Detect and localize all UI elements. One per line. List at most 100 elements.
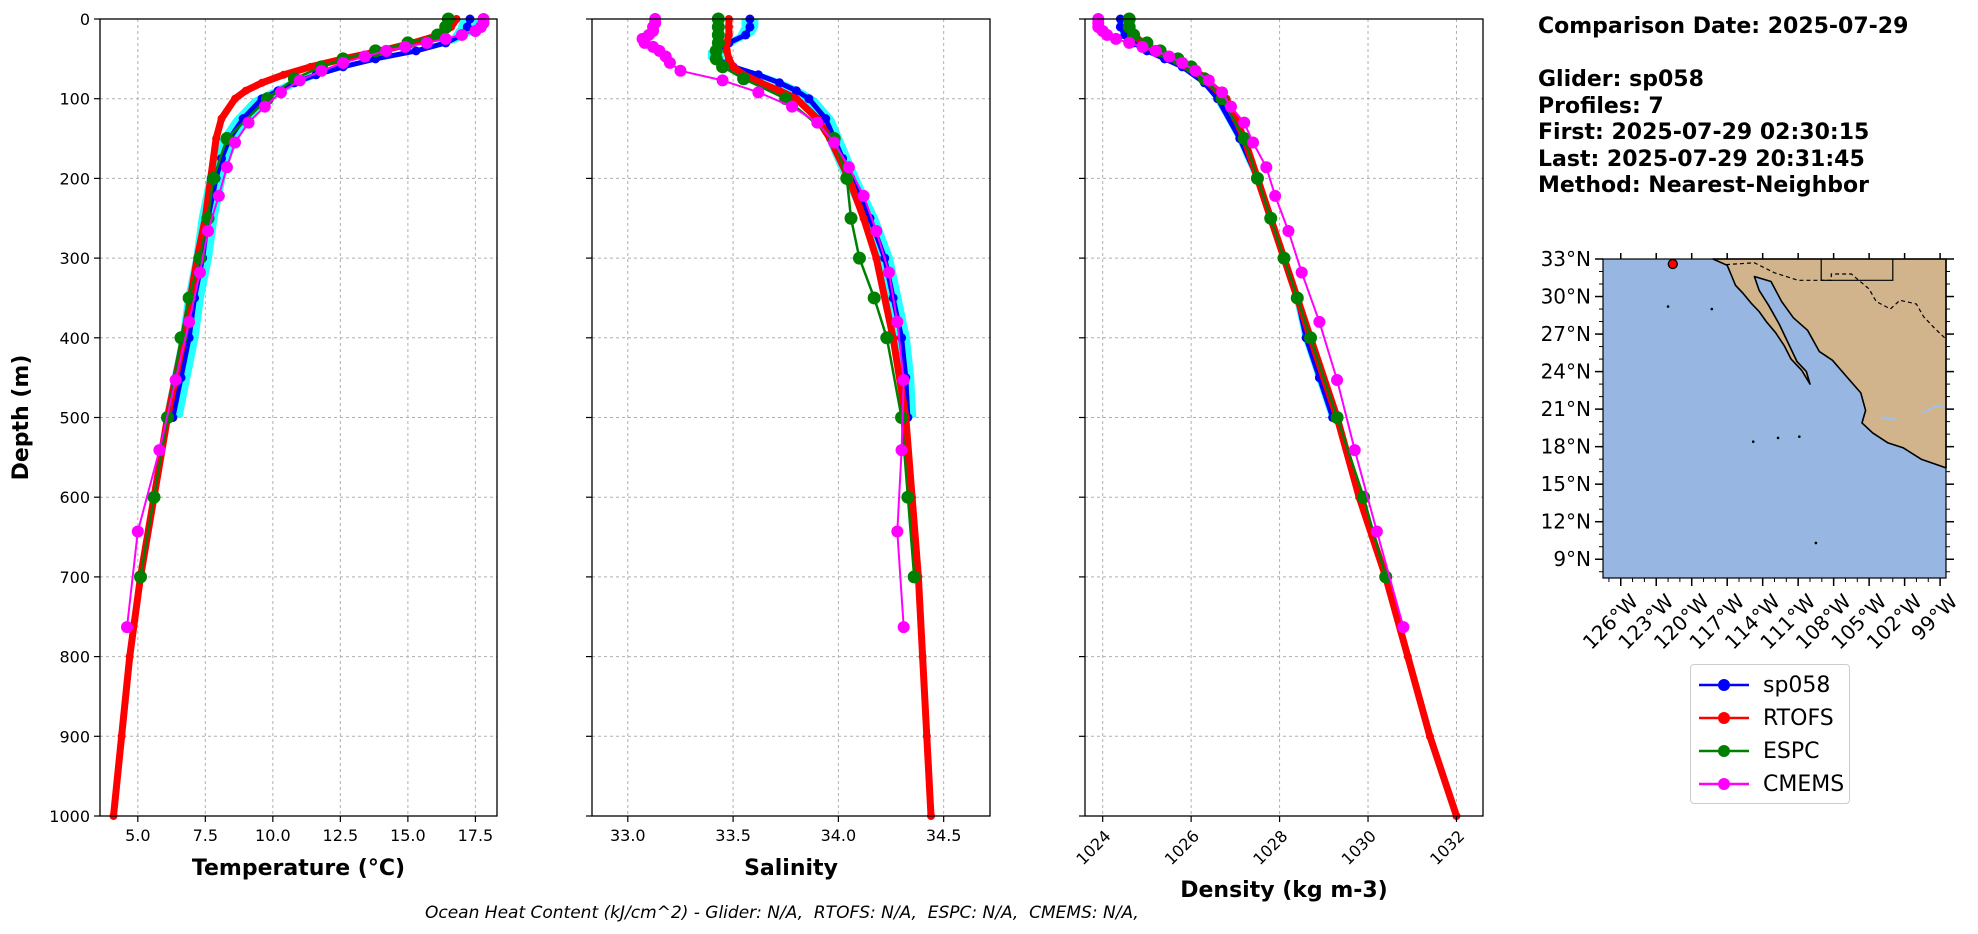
legend-marker-espc: [1699, 745, 1749, 757]
cmems-point: [1370, 525, 1383, 538]
legend-item-cmems: CMEMS: [1697, 769, 1844, 799]
legend-label-rtofs: RTOFS: [1763, 705, 1834, 731]
cmems-point: [212, 189, 225, 202]
y-tick-label: 500: [59, 409, 90, 428]
cmems-point: [380, 44, 393, 57]
cmems-point: [891, 315, 904, 328]
legend-marker-sp058: [1699, 679, 1749, 691]
sp058-point: [462, 22, 472, 32]
rtofs-profile-line: [1125, 15, 1460, 820]
sp058-point: [791, 86, 801, 96]
state-border: [1821, 259, 1894, 281]
x-tick-label: 17.5: [458, 826, 494, 845]
cmems-point: [1224, 100, 1237, 113]
espc-point: [867, 291, 881, 305]
rtofs-point: [241, 86, 250, 95]
x-tick-label: 33.5: [715, 826, 751, 845]
cmems-point: [1163, 50, 1176, 63]
lat-tick-label: 12°N: [1541, 510, 1591, 534]
rtofs-point: [724, 30, 733, 39]
cmems-point: [857, 189, 870, 202]
espc-point: [1277, 251, 1291, 265]
legend-marker-rtofs: [1699, 712, 1749, 724]
rtofs-point: [792, 94, 801, 103]
espc-point: [844, 211, 858, 225]
rtofs-point: [217, 114, 226, 123]
profile-count: Profiles: 7: [1538, 93, 1664, 119]
rtofs-point: [212, 134, 221, 143]
cmems-point: [1269, 189, 1282, 202]
lat-tick-label: 27°N: [1541, 322, 1591, 346]
cmems-point: [895, 444, 908, 457]
espc-point: [880, 331, 894, 345]
cmems-point: [293, 74, 306, 87]
espc-point: [901, 490, 915, 504]
x-tick-label: 1028: [1249, 826, 1291, 868]
cmems-point: [274, 86, 287, 99]
cmems-point: [193, 266, 206, 279]
rtofs-point: [922, 732, 931, 741]
river: [1921, 404, 1946, 414]
cmems-point: [1348, 444, 1361, 457]
lat-tick-label: 24°N: [1541, 360, 1591, 384]
cmems-point: [1238, 116, 1251, 129]
cmems-point: [153, 444, 166, 457]
cmems-point: [1260, 161, 1273, 174]
rtofs-point: [306, 62, 315, 71]
land-mexico: [1712, 258, 1947, 469]
island: [1814, 541, 1818, 545]
cmems-point: [169, 374, 182, 387]
island: [1666, 305, 1670, 308]
x-axis-label: Temperature (°C): [192, 856, 405, 881]
cmems-point: [420, 36, 433, 49]
temperature-panel: 5.0 7.5 10.0 12.5 15.0 17.5 0 100 200 300 400 500 60…: [9, 10, 498, 881]
x-tick-label: 1030: [1338, 826, 1380, 868]
espc-point: [840, 171, 854, 185]
cmems-point: [1247, 136, 1260, 149]
espc-point: [1264, 211, 1278, 225]
espc-point: [1290, 291, 1304, 305]
y-axis-label: Depth (m): [9, 355, 34, 481]
cmems-point: [1176, 56, 1189, 69]
espc-point: [852, 251, 866, 265]
glider-position-marker: [1667, 258, 1678, 270]
lat-tick-label: 18°N: [1541, 435, 1591, 459]
x-tick-label: 33.0: [610, 826, 646, 845]
cmems-point: [1136, 40, 1149, 53]
sp058-point: [411, 46, 421, 56]
rtofs-point: [722, 38, 731, 47]
x-tick-label: 1032: [1426, 826, 1468, 868]
cmems-point: [337, 56, 350, 69]
ocean-heat-content-text: Ocean Heat Content (kJ/cm^2) - Glider: N…: [425, 903, 1139, 923]
cmems-point: [842, 161, 855, 174]
cmems-profile-line: [641, 18, 905, 629]
espc-point: [895, 411, 909, 424]
density-panel: 1024 1026 1028 1030 1032 Density (kg m-3): [1072, 12, 1484, 903]
cmems-point: [242, 116, 255, 129]
cmems-point: [121, 621, 134, 634]
cmems-point: [897, 621, 910, 634]
cmems-point: [663, 56, 676, 69]
rtofs-point: [231, 94, 240, 103]
x-axis-label: Density (kg m-3): [1180, 878, 1388, 903]
legend-item-espc: ESPC: [1697, 736, 1820, 766]
cmems-point: [674, 64, 687, 77]
salinity-panel: 33.0 33.5 34.0 34.5 Salinity: [586, 12, 991, 881]
x-tick-label: 15.0: [390, 826, 426, 845]
sp058-spread: [1116, 19, 1337, 418]
rtofs-point: [258, 78, 267, 87]
cmems-point: [439, 32, 452, 45]
x-tick-label: 7.5: [193, 826, 218, 845]
cmems-point: [131, 525, 144, 538]
y-tick-label: 700: [59, 568, 90, 587]
cmems-point: [183, 315, 196, 328]
method: Method: Nearest-Neighbor: [1538, 173, 1869, 198]
lat-tick-label: 9°N: [1553, 547, 1591, 571]
cmems-point: [229, 136, 242, 149]
espc-point: [147, 490, 161, 504]
x-tick-label: 1026: [1161, 826, 1203, 868]
cmems-point: [811, 116, 824, 129]
cmems-point: [716, 74, 729, 87]
y-tick-label: 400: [59, 329, 90, 348]
y-tick-label: 1000: [49, 807, 90, 826]
